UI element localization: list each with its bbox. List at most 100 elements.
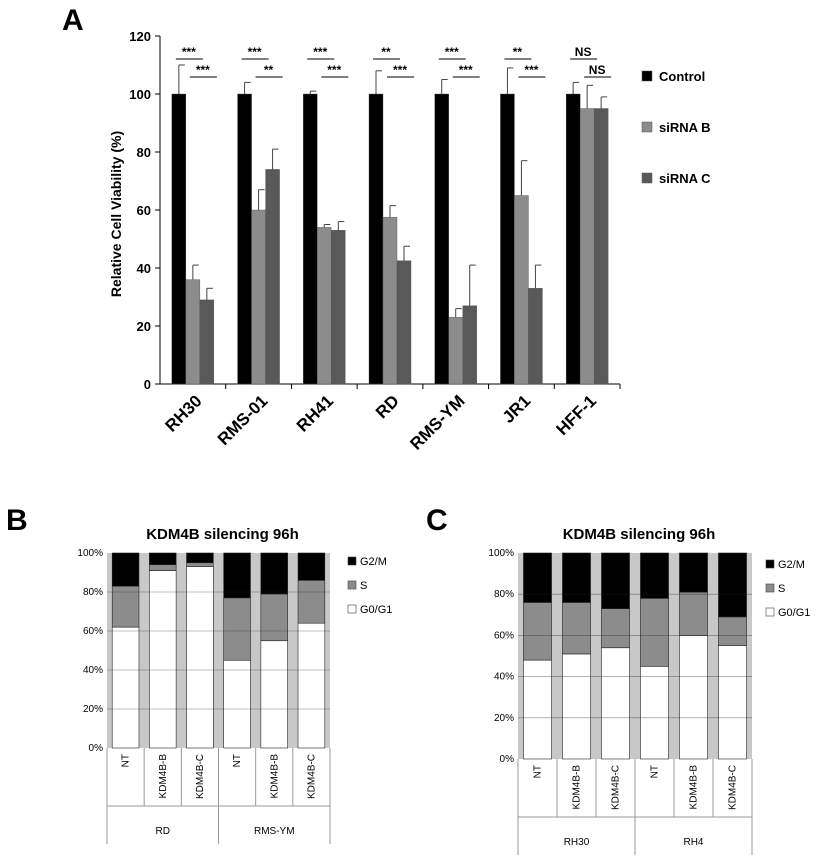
- bar-segment-g2-m: [718, 552, 747, 618]
- group-label: RH4: [683, 837, 703, 848]
- bar-sirna-c: [396, 260, 412, 385]
- y-tick-label: 20%: [83, 704, 103, 715]
- legend-label: S: [360, 580, 367, 592]
- y-tick-label: 100%: [77, 548, 103, 559]
- bar-segment-g0-g1: [523, 659, 552, 760]
- x-category-label: JR1: [499, 391, 534, 426]
- bar-sirna-b: [579, 108, 595, 385]
- y-tick-label: 80%: [83, 587, 103, 598]
- significance-label-c: ***: [459, 63, 473, 77]
- x-category-label: NT: [533, 765, 544, 778]
- bar-segment-s: [640, 598, 669, 667]
- bar-sirna-c: [199, 299, 215, 385]
- bar-segment-g2-m: [223, 552, 251, 599]
- y-tick-label: 40%: [83, 665, 103, 676]
- legend-swatch: [347, 604, 357, 614]
- bar-segment-g0-g1: [640, 665, 669, 760]
- legend-swatch: [641, 172, 653, 184]
- y-tick-label: 40: [137, 261, 151, 276]
- bar-segment-g2-m: [260, 552, 288, 595]
- y-tick-label: 80%: [494, 589, 514, 600]
- legend-label: Control: [659, 69, 705, 84]
- significance-label-c: ***: [196, 63, 210, 77]
- bar-segment-g0-g1: [718, 645, 747, 760]
- significance-label-b: ***: [182, 45, 196, 59]
- legend-label: S: [778, 583, 785, 595]
- legend-label: G0/G1: [360, 604, 392, 616]
- x-category-label: NT: [232, 754, 243, 767]
- x-category-label: RH30: [162, 391, 206, 435]
- significance-label-b: ***: [248, 45, 262, 59]
- bar-segment-g0-g1: [223, 659, 251, 749]
- bar-sirna-c: [462, 305, 477, 385]
- bar-sirna-c: [528, 288, 543, 385]
- bar-segment-g2-m: [149, 552, 177, 565]
- y-tick-label: 120: [129, 29, 151, 44]
- bar-control: [171, 93, 187, 385]
- x-category-label: KDM4B-C: [728, 765, 739, 810]
- significance-label-c: ***: [393, 63, 407, 77]
- x-category-label: KDM4B-B: [269, 754, 280, 799]
- bar-segment-s: [186, 562, 214, 567]
- bar-control: [434, 93, 449, 385]
- bar-sirna-c: [331, 230, 346, 385]
- legend-swatch: [765, 607, 775, 617]
- y-tick-label: 20: [137, 319, 151, 334]
- x-category-label: KDM4B-C: [195, 754, 206, 799]
- bar-segment-s: [297, 579, 326, 624]
- legend-swatch: [641, 70, 653, 82]
- x-category-label: KDM4B-B: [158, 754, 169, 799]
- bar-segment-g2-m: [523, 552, 552, 603]
- x-category-label: KDM4B-B: [572, 765, 583, 810]
- legend-label: siRNA B: [659, 120, 711, 135]
- bar-segment-s: [562, 602, 591, 655]
- bar-sirna-b: [448, 317, 463, 385]
- legend-label: G0/G1: [778, 607, 810, 619]
- bar-sirna-c: [265, 169, 280, 385]
- y-tick-label: 60%: [494, 630, 514, 641]
- bar-segment-g0-g1: [111, 626, 140, 749]
- significance-label-b: **: [381, 45, 391, 59]
- plot-area: [107, 553, 330, 748]
- y-tick-label: 100%: [488, 548, 514, 559]
- group-label: RH30: [564, 837, 590, 848]
- significance-label-b: NS: [575, 45, 592, 59]
- y-tick-label: 80: [137, 145, 151, 160]
- x-category-label: RMS-YM: [406, 391, 468, 453]
- bar-segment-g0-g1: [562, 653, 591, 760]
- group-label: RMS-YM: [254, 826, 295, 837]
- y-tick-label: 0%: [89, 743, 104, 754]
- chart-b: KDM4B silencing 96h 0% 20% 40% 60% 80% 100% NT K…: [77, 526, 392, 844]
- bar-segment-g2-m: [640, 552, 669, 599]
- chart-title: KDM4B silencing 96h: [146, 526, 299, 543]
- y-tick-label: 60%: [83, 626, 103, 637]
- bar-segment-g2-m: [297, 552, 326, 581]
- significance-label-c: ***: [327, 63, 341, 77]
- bar-sirna-b: [514, 195, 529, 385]
- significance-label-c: **: [264, 63, 274, 77]
- y-tick-label: 100: [129, 87, 151, 102]
- bar-segment-s: [679, 591, 708, 636]
- group-label: RD: [156, 826, 170, 837]
- plot-area: [518, 553, 752, 759]
- y-tick-label: 0%: [500, 754, 515, 765]
- y-tick-label: 60: [137, 203, 151, 218]
- bar-control: [368, 93, 384, 385]
- x-category-label: KDM4B-C: [306, 754, 317, 799]
- bar-sirna-b: [317, 227, 332, 385]
- chart-a: 0 20 40 60 80 100 120 Relative Cell Viability (…: [108, 29, 711, 454]
- bar-sirna-c: [593, 108, 609, 385]
- bar-segment-g2-m: [601, 552, 630, 609]
- legend-swatch: [641, 121, 653, 133]
- bar-segment-g0-g1: [186, 566, 214, 749]
- significance-label-c: ***: [524, 63, 538, 77]
- significance-label-b: ***: [445, 45, 459, 59]
- bar-control: [500, 93, 515, 385]
- y-tick-label: 20%: [494, 713, 514, 724]
- bar-segment-s: [260, 593, 288, 642]
- bar-segment-s: [149, 564, 177, 571]
- bar-segment-g2-m: [679, 552, 708, 593]
- legend-swatch: [347, 580, 357, 590]
- legend-swatch: [765, 559, 775, 569]
- bar-segment-g0-g1: [679, 635, 708, 760]
